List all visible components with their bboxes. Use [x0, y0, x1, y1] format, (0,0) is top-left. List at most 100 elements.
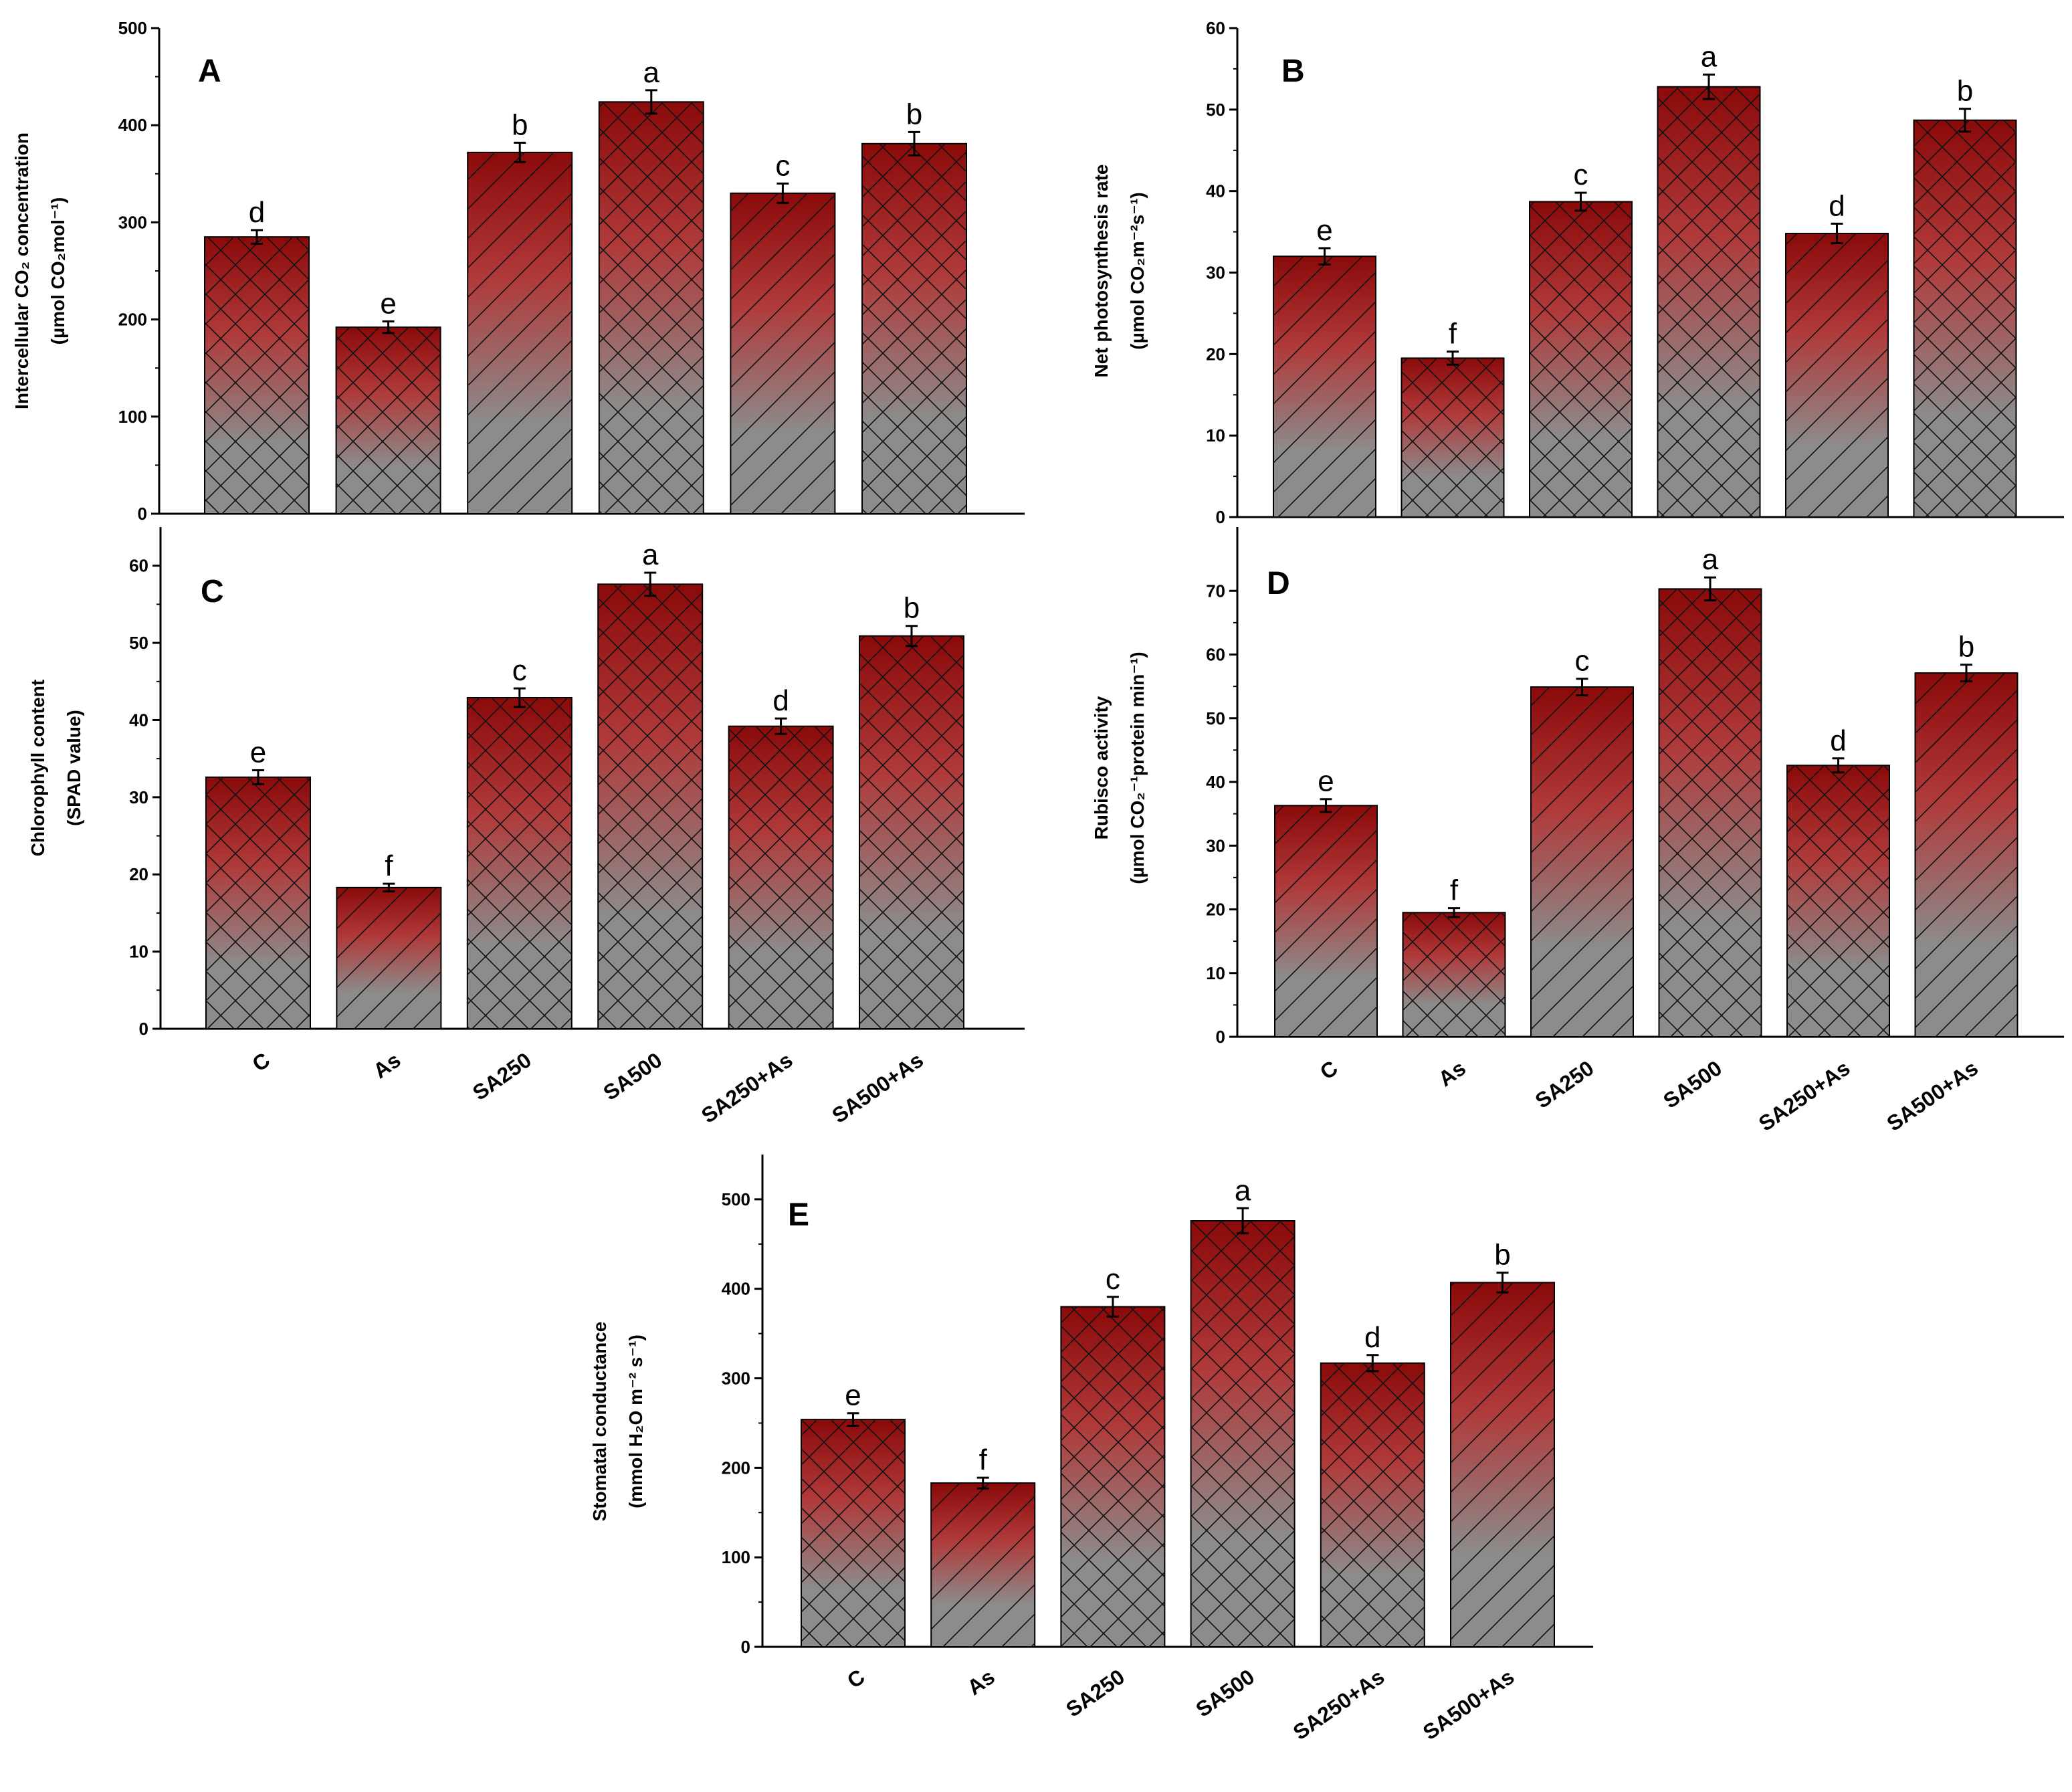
category-label: SA250	[1531, 1056, 1598, 1113]
y-tick-label: 20	[129, 864, 148, 884]
significance-letter: e	[250, 736, 266, 769]
y-tick-label: 20	[1206, 344, 1225, 364]
bar-hatch	[859, 635, 964, 1029]
category-label: SA500	[599, 1048, 666, 1105]
significance-letter: c	[1575, 645, 1590, 678]
y-tick-label: 200	[722, 1458, 750, 1478]
significance-letter: d	[249, 196, 265, 229]
y-axis-label: Chlorophyll content	[27, 680, 48, 856]
significance-letter: d	[1829, 189, 1845, 222]
y-tick-label: 60	[1206, 645, 1225, 665]
category-label: As	[1434, 1056, 1470, 1091]
bar-hatch	[1786, 233, 1888, 517]
category-label: SA500+As	[1419, 1664, 1519, 1745]
bar-hatch	[1913, 120, 2016, 518]
significance-letter: a	[642, 538, 659, 571]
panel-letter: B	[1281, 54, 1305, 89]
bar-hatch	[598, 584, 703, 1029]
y-axis-unit-label: (SPAD value)	[64, 710, 84, 826]
bar-hatch	[205, 237, 309, 514]
panel-c: 0 10 20 30 40 50 60 e Cf As c SA250 a SA500 d SA250+As b…	[27, 527, 1025, 1128]
y-tick-label: 60	[1206, 18, 1225, 38]
category-label: C	[843, 1664, 869, 1693]
category-label: SA250+As	[1754, 1056, 1855, 1136]
bar-hatch	[1659, 589, 1762, 1037]
significance-letter: f	[385, 850, 393, 882]
significance-letter: a	[1702, 543, 1719, 576]
y-axis-label: Rubisco activity	[1091, 696, 1112, 839]
significance-letter: e	[845, 1379, 861, 1412]
y-tick-label: 0	[1216, 1027, 1225, 1047]
significance-letter: a	[643, 56, 660, 89]
significance-letter: d	[772, 684, 789, 717]
significance-letter: e	[380, 288, 396, 320]
significance-letter: b	[1494, 1239, 1510, 1272]
bar-hatch	[730, 193, 835, 514]
y-tick-label: 200	[118, 310, 147, 330]
bar-hatch	[1273, 256, 1376, 517]
category-label: As	[369, 1048, 405, 1083]
y-tick-label: 0	[741, 1637, 750, 1657]
panel-e: 0 100 200 300 400 500 e Cf As c SA250 a SA500 d SA250+…	[589, 1155, 1593, 1745]
bar-hatch	[206, 777, 310, 1029]
bar-hatch	[1657, 86, 1760, 518]
bar-hatch	[599, 102, 704, 514]
y-tick-label: 30	[1206, 263, 1225, 283]
y-tick-label: 30	[129, 787, 148, 807]
y-tick-label: 10	[1206, 425, 1225, 445]
y-axis-label: Net photosynthesis rate	[1091, 165, 1112, 378]
panel-a: 0 100 200 300 400 500 d e b a c b A Intercellular CO₂…	[11, 18, 1025, 524]
bar-hatch	[336, 327, 441, 514]
y-tick-label: 0	[139, 1019, 148, 1039]
y-tick-label: 40	[1206, 181, 1225, 201]
panel-letter: C	[201, 574, 224, 609]
bar-hatch	[862, 143, 966, 514]
significance-letter: c	[1574, 159, 1588, 191]
panel-letter: A	[198, 54, 221, 89]
bar-hatch	[1451, 1282, 1554, 1647]
bar-hatch	[1320, 1363, 1425, 1647]
y-tick-label: 30	[1206, 835, 1225, 856]
significance-letter: a	[1235, 1174, 1251, 1207]
panel-b: 0 10 20 30 40 50 60 e f c a d b B Net photosynthesis r…	[1091, 18, 2064, 527]
y-tick-label: 10	[1206, 963, 1225, 983]
y-tick-label: 60	[129, 556, 148, 576]
category-label: SA500	[1659, 1056, 1726, 1113]
panel-letter: D	[1267, 566, 1290, 601]
significance-letter: d	[1830, 724, 1846, 757]
y-tick-label: 20	[1206, 900, 1225, 920]
significance-letter: b	[512, 108, 528, 141]
significance-letter: f	[1450, 874, 1459, 907]
significance-letter: b	[1958, 631, 1974, 664]
significance-letter: b	[904, 592, 920, 625]
category-label: SA250+As	[1289, 1664, 1389, 1745]
bar-hatch	[1530, 201, 1632, 517]
bar-hatch	[1531, 687, 1633, 1037]
panel-letter: E	[788, 1197, 809, 1233]
category-label: SA250+As	[697, 1048, 797, 1128]
significance-letter: c	[512, 654, 527, 687]
y-tick-label: 400	[722, 1279, 750, 1299]
y-tick-label: 300	[118, 212, 147, 232]
y-tick-label: 70	[1206, 581, 1225, 601]
category-label: SA250	[1061, 1664, 1129, 1722]
y-axis-unit-label: (µmol CO₂mol⁻¹)	[47, 197, 68, 345]
y-axis-unit-label: (µmol CO₂m⁻²s⁻¹)	[1127, 192, 1148, 349]
significance-letter: e	[1318, 765, 1334, 798]
category-label: SA250	[468, 1048, 536, 1105]
category-label: As	[963, 1664, 999, 1700]
category-label: SA500	[1191, 1664, 1259, 1722]
bar-hatch	[1061, 1306, 1165, 1647]
significance-letter: b	[906, 98, 922, 130]
y-axis-label: Intercellular CO₂ concentration	[11, 132, 32, 409]
significance-letter: a	[1701, 40, 1718, 73]
y-axis-label: Stomatal conductance	[589, 1322, 610, 1522]
bar-hatch	[931, 1483, 1035, 1647]
y-tick-label: 400	[118, 115, 147, 135]
bar-hatch	[1275, 805, 1377, 1037]
y-tick-label: 10	[129, 942, 148, 962]
category-label: C	[247, 1048, 274, 1076]
y-tick-label: 50	[1206, 708, 1225, 728]
bar-hatch	[1403, 912, 1506, 1037]
